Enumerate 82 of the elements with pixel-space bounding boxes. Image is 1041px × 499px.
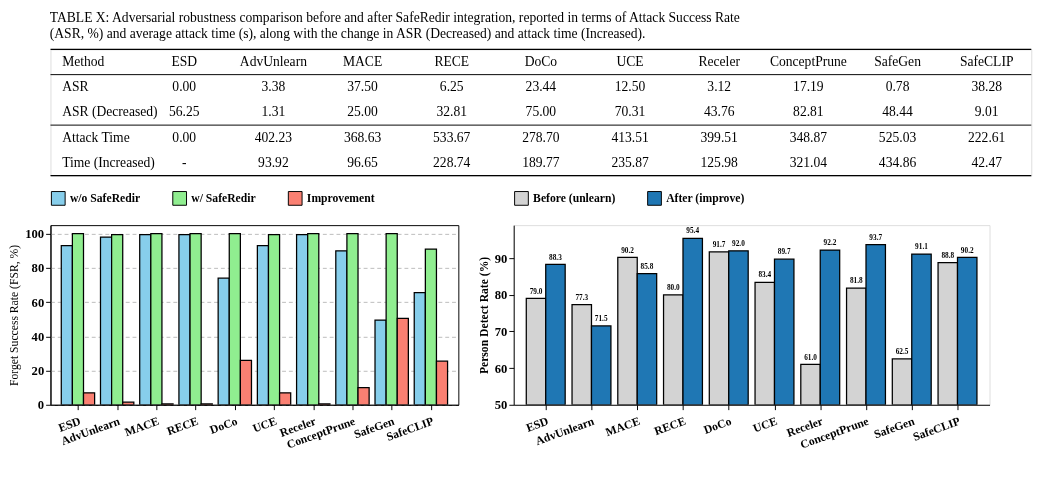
text: Method <box>62 53 105 69</box>
y-tick-label: 40 <box>31 329 45 344</box>
text: 17.19 <box>793 79 824 95</box>
text: 278.70 <box>522 129 560 145</box>
text: 3.38 <box>261 79 286 95</box>
text: 82.81 <box>793 104 824 120</box>
x-tick-label: RECE <box>652 414 688 439</box>
text: 75.00 <box>525 104 557 120</box>
text: 32.81 <box>436 104 468 120</box>
text: 70.31 <box>614 104 646 120</box>
text: 399.51 <box>700 129 738 145</box>
category-label: ASR (Decreased) <box>62 104 158 120</box>
x-tick-label: UCE <box>250 414 279 436</box>
text: 0.00 <box>172 79 197 95</box>
text: 42.47 <box>971 154 1002 170</box>
legend-label: w/o SafeRedir <box>69 192 141 206</box>
x-tick-label: DoCo <box>208 414 240 437</box>
text: 525.03 <box>878 129 917 145</box>
category-label: DoCo <box>524 53 558 69</box>
category-label: Attack Time <box>62 129 130 145</box>
text: 222.61 <box>968 129 1006 145</box>
text: 12.50 <box>614 79 646 95</box>
x-tick-label: DoCo <box>702 414 734 437</box>
text: 0.78 <box>885 79 910 95</box>
text: 189.77 <box>522 154 560 170</box>
x-tick-label: UCE <box>751 414 780 436</box>
text: 25.00 <box>347 104 378 120</box>
text: 368.63 <box>343 129 382 145</box>
y-tick-label: 80 <box>494 288 508 303</box>
y-tick-label: 20 <box>31 363 45 378</box>
text: 93.92 <box>258 154 289 170</box>
text: 3.12 <box>707 79 732 95</box>
legend-label: Before (unlearn) <box>533 192 616 206</box>
x-tick-label: MACE <box>603 414 642 440</box>
text: 48.44 <box>882 104 913 120</box>
category-label: ASR <box>62 79 89 95</box>
category-label: ConceptPrune <box>769 53 847 69</box>
y-tick-label: 100 <box>25 227 45 242</box>
y-axis-title: Person Detect Rate (%) <box>477 256 491 375</box>
text: 235.87 <box>611 154 649 170</box>
text: 402.23 <box>254 129 293 145</box>
text: 125.98 <box>700 154 738 170</box>
y-tick-label: 80 <box>31 261 45 276</box>
legend-label: After (improve) <box>666 192 745 206</box>
text: 43.76 <box>703 104 735 120</box>
category-label: Time (Increased) <box>62 154 155 170</box>
text: - <box>181 154 187 170</box>
text: 348.87 <box>789 129 828 145</box>
y-tick-label: 0 <box>37 398 45 413</box>
text: 56.25 <box>168 104 200 120</box>
category-label: UCE <box>616 53 644 69</box>
text: 434.86 <box>878 154 917 170</box>
text: 228.74 <box>433 154 471 170</box>
legend-label: Improvement <box>306 192 375 206</box>
text: 38.28 <box>971 79 1002 95</box>
legend-label: w/ SafeRedir <box>191 192 256 206</box>
text: 0.00 <box>172 129 197 145</box>
category-label: Receler <box>698 53 741 69</box>
x-tick-label: RECE <box>165 414 201 439</box>
text: 23.44 <box>525 79 557 95</box>
text: TABLE X: Adversarial robustness comparison before and after SafeRedir integration, reported in terms of Attack Success Rate (ASR, %) and average attack time (s), along with the change in ASR (Decreased) and attack time (Increased). <box>49 10 740 42</box>
y-tick-label: 60 <box>31 295 45 310</box>
text: 6.25 <box>439 79 464 95</box>
text: 9.01 <box>974 104 999 120</box>
category-label: SafeCLIP <box>959 53 1014 69</box>
text: 413.51 <box>611 129 649 145</box>
y-tick-label: 70 <box>494 324 508 339</box>
category-label: SafeGen <box>874 53 922 69</box>
category-label: AdvUnlearn <box>239 53 308 69</box>
y-tick-label: 50 <box>494 398 508 413</box>
text: 96.65 <box>347 154 378 170</box>
y-tick-label: 90 <box>494 251 508 266</box>
category-label: MACE <box>342 53 383 69</box>
text: 533.67 <box>433 129 471 145</box>
y-tick-label: 60 <box>494 361 508 376</box>
x-tick-label: MACE <box>123 414 162 440</box>
category-label: RECE <box>434 53 470 69</box>
text: 37.50 <box>347 79 378 95</box>
text: 321.04 <box>789 154 828 170</box>
category-label: ESD <box>171 53 198 69</box>
text: 1.31 <box>261 104 286 120</box>
y-axis-title: Forget Success Rate (FSR, %) <box>8 244 22 386</box>
